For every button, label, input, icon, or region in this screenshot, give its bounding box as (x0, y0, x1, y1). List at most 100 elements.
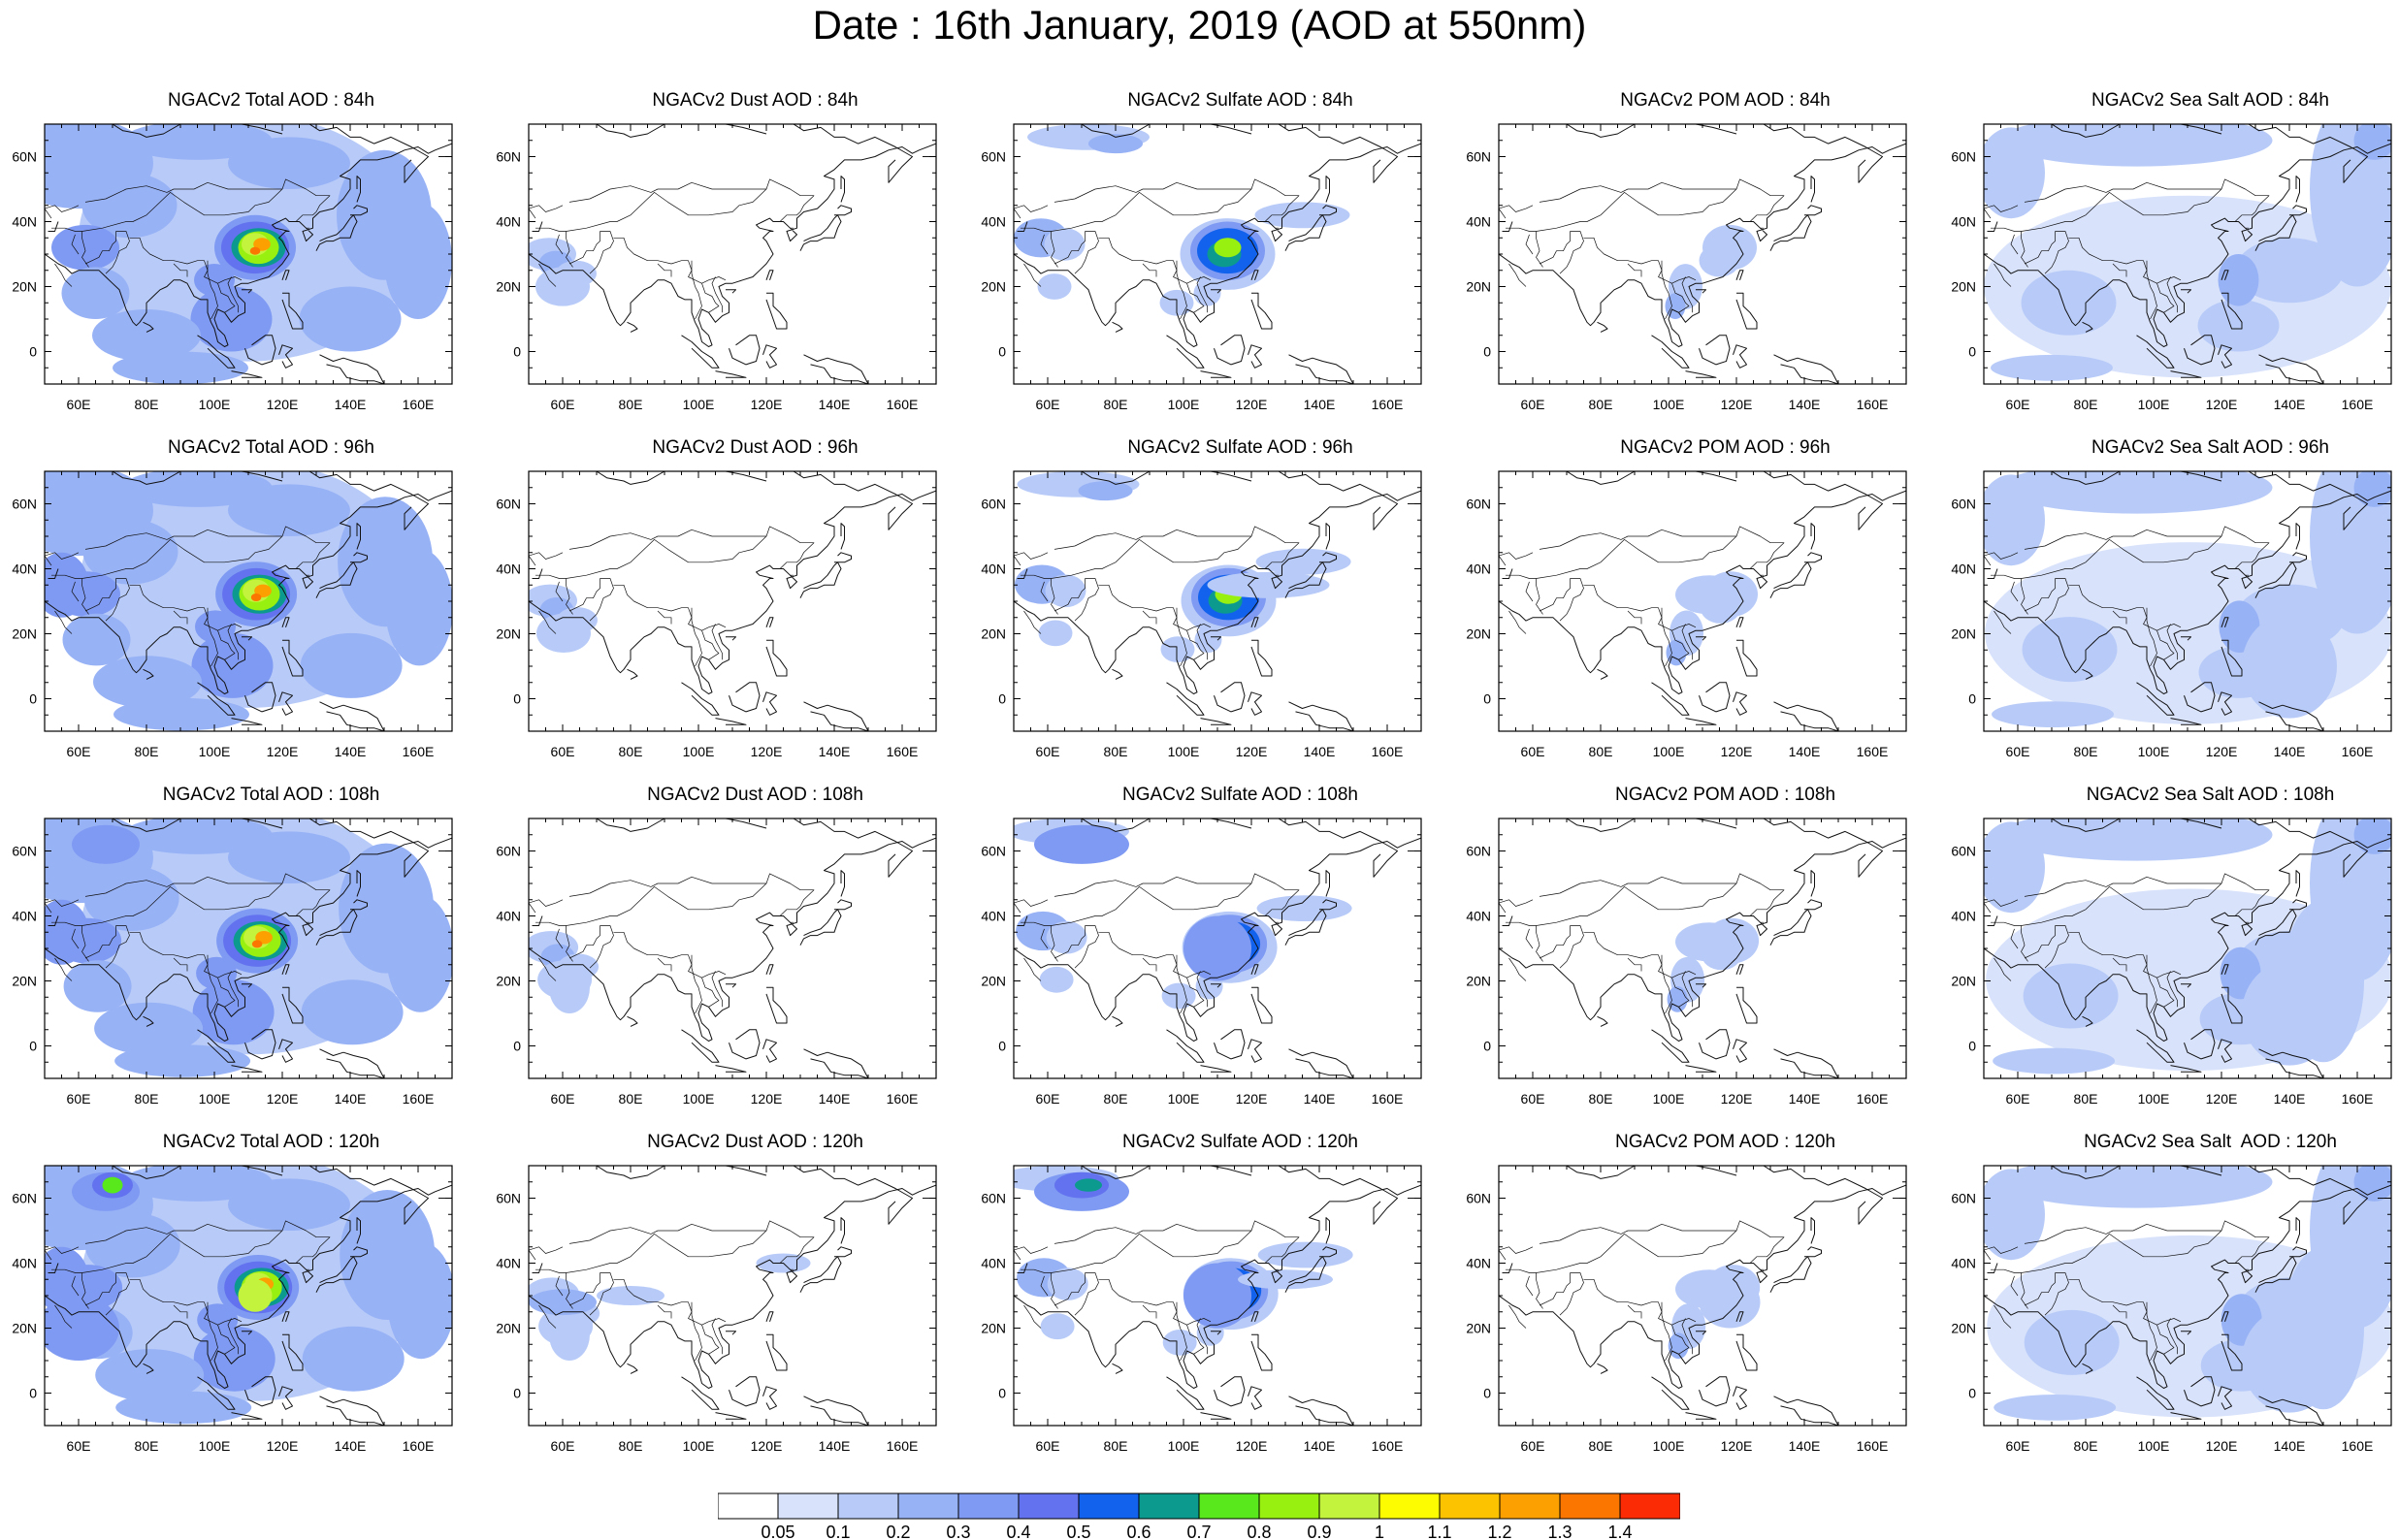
coastline (244, 335, 276, 366)
lon-label: 80E (135, 744, 159, 759)
map-panel-pom-4: NGACv2 POM AOD : 84h 60E 80E 100E 120E 140E 16… (1466, 89, 1956, 438)
coastline (726, 289, 736, 294)
coastline (315, 1256, 358, 1293)
aod-patch (122, 818, 273, 854)
coastline (834, 552, 852, 563)
aod-patch (45, 899, 89, 965)
coastline (1696, 636, 1706, 641)
lat-label: 20N (1466, 974, 1491, 989)
country-border (1525, 1275, 1534, 1297)
country-border (207, 260, 218, 320)
country-border (2112, 263, 2127, 277)
coastline (1211, 636, 1221, 641)
coastline (2221, 986, 2243, 1024)
coastline (1325, 176, 1330, 203)
aod-patch (536, 613, 591, 653)
country-border (81, 578, 89, 615)
coastline (2051, 1166, 2121, 1179)
country-border (566, 1272, 573, 1309)
coastline (1248, 1039, 1262, 1063)
coastline (726, 983, 736, 988)
country-border (1142, 610, 1157, 625)
country-border (2021, 231, 2028, 268)
lon-label: 160E (887, 1091, 919, 1107)
panel-title: NGACv2 Sulfate AOD : 84h (1127, 90, 1353, 111)
coastline (2248, 124, 2368, 183)
country-border (657, 263, 672, 277)
lat-label: 40N (12, 909, 37, 924)
country-border (2024, 1272, 2056, 1306)
lon-label: 80E (1104, 1091, 1128, 1107)
country-border (1051, 1272, 1058, 1309)
country-border (1559, 578, 1584, 622)
coastline (2289, 205, 2307, 216)
coastline (1651, 1029, 1690, 1063)
lon-label: 100E (1168, 1438, 1200, 1454)
lat-label: 20N (1951, 626, 1976, 642)
country-border (173, 957, 188, 972)
coastlines (45, 1166, 452, 1426)
coastline (1284, 1256, 1327, 1293)
country-border (45, 1246, 80, 1261)
coastline (1987, 1263, 1998, 1273)
coastline (803, 1048, 869, 1078)
lat-label: 0 (513, 691, 521, 707)
country-border (71, 234, 80, 255)
coastline (840, 870, 845, 897)
lon-label: 60E (1521, 1091, 1545, 1107)
coastlines (45, 818, 452, 1078)
coastline (2184, 1376, 2216, 1407)
country-border (81, 1220, 331, 1273)
panel-title: NGACv2 POM AOD : 108h (1614, 785, 1836, 805)
coastline (596, 1166, 665, 1179)
map-background (529, 818, 936, 1078)
coastline (1810, 870, 1815, 897)
coastline (1214, 335, 1246, 366)
coastline (2170, 718, 2202, 725)
coastline (2082, 321, 2093, 333)
country-border (217, 978, 236, 1008)
coastline (799, 1256, 842, 1293)
map-plot: 60E 80E 100E 120E 140E 160E 60N 40N 20N 0 (496, 1165, 937, 1454)
country-border (1536, 1220, 1785, 1273)
aod-patch (1991, 354, 2113, 381)
country-border (105, 578, 130, 622)
lon-label: 120E (267, 397, 299, 412)
aod-patch (549, 1308, 590, 1361)
panel-title: NGACv2 Total AOD : 120h (162, 1132, 380, 1152)
lon-label: 100E (199, 744, 231, 759)
coastlines (45, 124, 452, 384)
coastline (1183, 124, 1252, 135)
country-border (1627, 1304, 1642, 1319)
coastline (1651, 682, 1690, 716)
lon-label: 60E (1521, 744, 1545, 759)
coastline (627, 668, 638, 680)
country-border (566, 231, 573, 268)
coastline (2051, 471, 2121, 485)
country-border (1142, 1304, 1157, 1319)
coastline (231, 1412, 263, 1420)
lon-label: 80E (1589, 1091, 1613, 1107)
aod-patch (2022, 617, 2118, 683)
coastline (2295, 1217, 2300, 1244)
map-panel-total-16: NGACv2 Total AOD : 120h 60E 80E 100E 120E 140… (12, 1131, 502, 1480)
country-border (81, 873, 331, 926)
country-border (207, 607, 218, 667)
country-border (217, 630, 236, 660)
lat-label: 40N (12, 214, 37, 230)
coastline (698, 818, 767, 829)
coastline (2136, 682, 2175, 716)
coastlines (1499, 818, 1906, 1078)
aod-patch (228, 484, 350, 536)
colorbar-label: 0.5 (1066, 1523, 1090, 1540)
coastlines (1014, 124, 1421, 384)
country-border (613, 237, 727, 284)
country-border (566, 873, 815, 926)
lat-label: 60N (12, 149, 37, 165)
lon-label: 100E (683, 1438, 715, 1454)
coastline (1250, 986, 1273, 1024)
coastline (350, 1246, 368, 1258)
country-border (1264, 211, 1286, 222)
coastline (627, 321, 638, 333)
country-border (2024, 925, 2056, 959)
